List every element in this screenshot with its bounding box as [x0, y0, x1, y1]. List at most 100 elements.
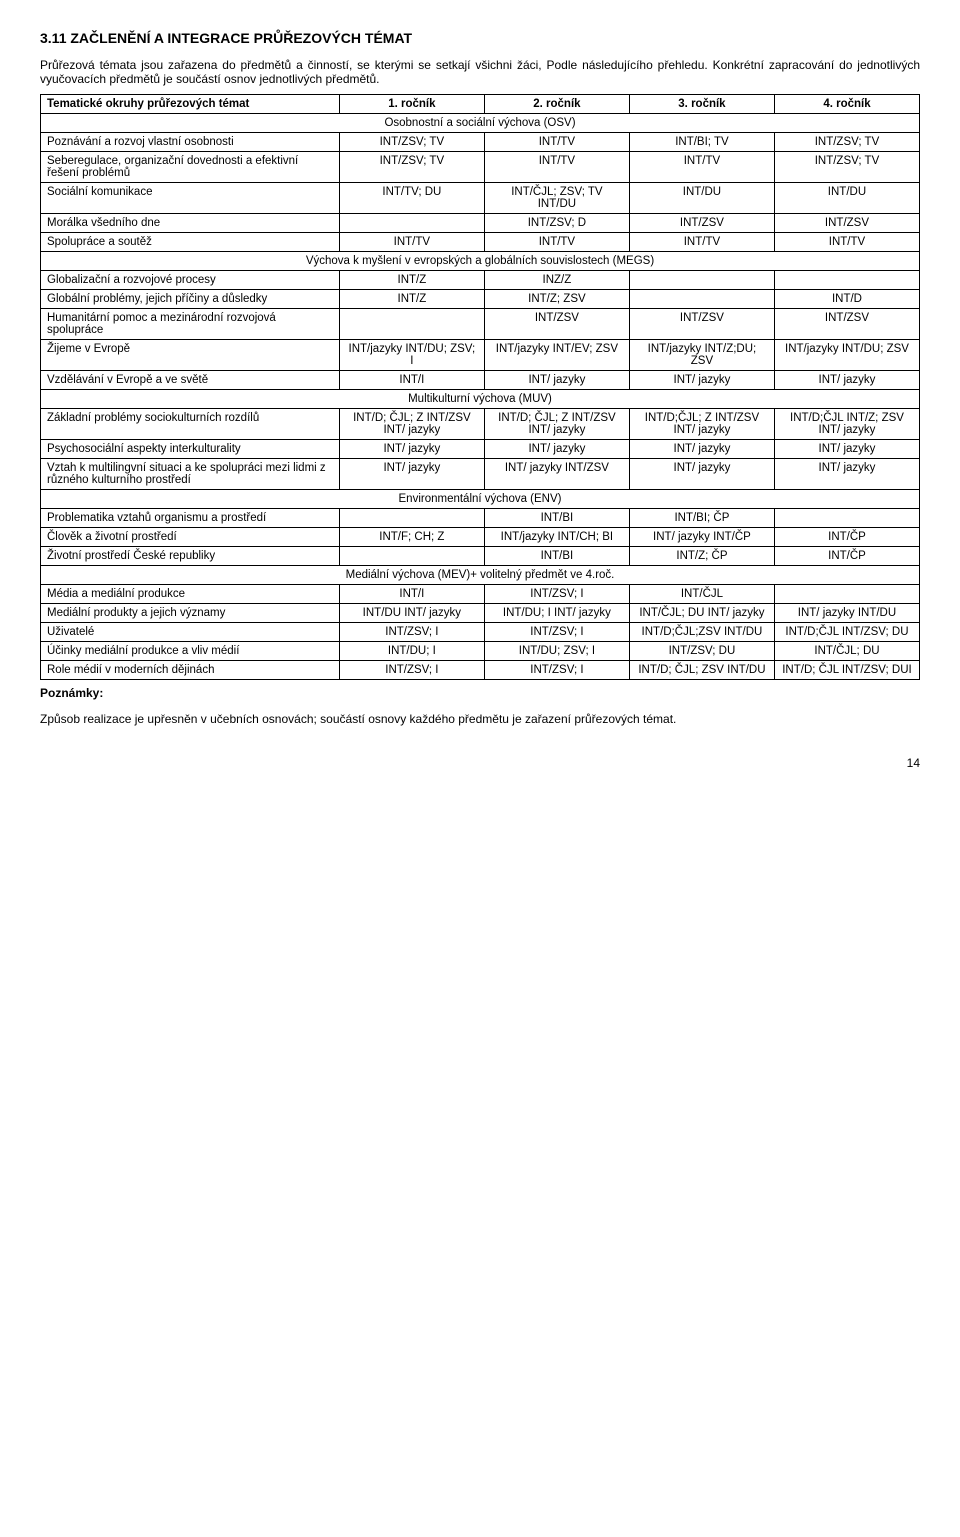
cell: Účinky mediální produkce a vliv médií — [41, 642, 340, 661]
cell: INT/TV — [339, 233, 484, 252]
header-cell: Tematické okruhy průřezových témat — [41, 95, 340, 114]
cell: INT/D; ČJL; ZSV INT/DU — [629, 661, 774, 680]
cell: INT/TV — [484, 133, 629, 152]
cell: Média a mediální produkce — [41, 585, 340, 604]
cell: Žijeme v Evropě — [41, 340, 340, 371]
cell: INT/ZSV; DU — [629, 642, 774, 661]
cell: Globalizační a rozvojové procesy — [41, 271, 340, 290]
cell: INT/ZSV — [629, 309, 774, 340]
cell — [774, 509, 919, 528]
table-row: Sociální komunikace INT/TV; DU INT/ČJL; … — [41, 183, 920, 214]
cell: INT/D;ČJL;ZSV INT/DU — [629, 623, 774, 642]
cell: INT/TV — [484, 152, 629, 183]
table-row: Uživatelé INT/ZSV; I INT/ZSV; I INT/D;ČJ… — [41, 623, 920, 642]
cell: INT/ jazyky — [484, 440, 629, 459]
cell: INT/ jazyky — [774, 459, 919, 490]
cell: INT/ZSV; TV — [774, 152, 919, 183]
cell: INT/ZSV; I — [484, 623, 629, 642]
cell: INT/TV; DU — [339, 183, 484, 214]
cell: Poznávání a rozvoj vlastní osobnosti — [41, 133, 340, 152]
cell: INT/ČP — [774, 547, 919, 566]
cell: INT/ČP — [774, 528, 919, 547]
notes-text: Způsob realizace je upřesněn v učebních … — [40, 712, 920, 726]
section-title: Multikulturní výchova (MUV) — [41, 390, 920, 409]
cell: INT/D;ČJL INT/ZSV; DU — [774, 623, 919, 642]
cell: Psychosociální aspekty interkulturality — [41, 440, 340, 459]
cell: INT/DU — [629, 183, 774, 214]
cell: INT/ jazyky INT/ČP — [629, 528, 774, 547]
cell: INT/ČJL; ZSV; TV INT/DU — [484, 183, 629, 214]
table-row: Globální problémy, jejich příčiny a důsl… — [41, 290, 920, 309]
cell: INT/D; ČJL INT/ZSV; DUI — [774, 661, 919, 680]
cell: INT/ČJL — [629, 585, 774, 604]
table-row: Problematika vztahů organismu a prostřed… — [41, 509, 920, 528]
cell: INT/DU — [774, 183, 919, 214]
cell — [774, 271, 919, 290]
cell — [629, 271, 774, 290]
header-cell: 3. ročník — [629, 95, 774, 114]
cell: INT/ jazyky — [629, 440, 774, 459]
section-row-megs: Výchova k myšlení v evropských a globáln… — [41, 252, 920, 271]
table-row: Seberegulace, organizační dovednosti a e… — [41, 152, 920, 183]
table-row: Humanitární pomoc a mezinárodní rozvojov… — [41, 309, 920, 340]
header-cell: 1. ročník — [339, 95, 484, 114]
cell: Životní prostředí České republiky — [41, 547, 340, 566]
section-title: Osobnostní a sociální výchova (OSV) — [41, 114, 920, 133]
section-title: Výchova k myšlení v evropských a globáln… — [41, 252, 920, 271]
cell — [339, 547, 484, 566]
cell: INT/DU; I INT/ jazyky — [484, 604, 629, 623]
section-row-mev: Mediální výchova (MEV)+ volitelný předmě… — [41, 566, 920, 585]
cell: INT/ jazyky — [629, 459, 774, 490]
cell: INT/Z — [339, 290, 484, 309]
cell: INT/D; ČJL; Z INT/ZSV INT/ jazyky — [339, 409, 484, 440]
section-title: Environmentální výchova (ENV) — [41, 490, 920, 509]
table-row: Vztah k multilingvní situaci a ke spolup… — [41, 459, 920, 490]
cell: INT/TV — [629, 152, 774, 183]
cell: INT/jazyky INT/EV; ZSV — [484, 340, 629, 371]
cell: Člověk a životní prostředí — [41, 528, 340, 547]
cell: INT/ZSV — [484, 309, 629, 340]
cell: INT/ jazyky — [339, 459, 484, 490]
cell: INT/D; ČJL; Z INT/ZSV INT/ jazyky — [484, 409, 629, 440]
cell: INT/ jazyky — [774, 371, 919, 390]
cell — [339, 509, 484, 528]
cell: INT/jazyky INT/DU; ZSV; I — [339, 340, 484, 371]
cell: INT/D;ČJL INT/Z; ZSV INT/ jazyky — [774, 409, 919, 440]
cell: INT/ jazyky — [484, 371, 629, 390]
table-row: Základní problémy sociokulturních rozdíl… — [41, 409, 920, 440]
intro-paragraph: Průřezová témata jsou zařazena do předmě… — [40, 58, 920, 86]
cell: INT/ZSV; I — [339, 661, 484, 680]
cell: INT/Z; ČP — [629, 547, 774, 566]
cell: INT/TV — [484, 233, 629, 252]
cell: INT/DU; ZSV; I — [484, 642, 629, 661]
cell: Mediální produkty a jejich významy — [41, 604, 340, 623]
section-heading: 3.11 ZAČLENĚNÍ A INTEGRACE PRŮŘEZOVÝCH T… — [40, 30, 920, 46]
cell: INT/D;ČJL; Z INT/ZSV INT/ jazyky — [629, 409, 774, 440]
section-row-osv: Osobnostní a sociální výchova (OSV) — [41, 114, 920, 133]
header-cell: 4. ročník — [774, 95, 919, 114]
cell: INZ/Z — [484, 271, 629, 290]
table-row: Vzdělávání v Evropě a ve světě INT/I INT… — [41, 371, 920, 390]
table-row: Člověk a životní prostředí INT/F; CH; Z … — [41, 528, 920, 547]
cell — [339, 214, 484, 233]
cell: Spolupráce a soutěž — [41, 233, 340, 252]
table-row: Morálka všedního dne INT/ZSV; D INT/ZSV … — [41, 214, 920, 233]
cell: INT/ZSV — [774, 214, 919, 233]
section-title: Mediální výchova (MEV)+ volitelný předmě… — [41, 566, 920, 585]
cell: INT/ZSV; I — [484, 661, 629, 680]
cell: INT/ jazyky INT/ZSV — [484, 459, 629, 490]
cell: Sociální komunikace — [41, 183, 340, 214]
cell: INT/F; CH; Z — [339, 528, 484, 547]
cell: Role médií v moderních dějinách — [41, 661, 340, 680]
cell: INT/DU INT/ jazyky — [339, 604, 484, 623]
cell: INT/BI — [484, 547, 629, 566]
cell: Uživatelé — [41, 623, 340, 642]
table-row: Globalizační a rozvojové procesy INT/Z I… — [41, 271, 920, 290]
cell: Morálka všedního dne — [41, 214, 340, 233]
notes-label: Poznámky: — [40, 686, 920, 700]
cell: INT/ jazyky — [629, 371, 774, 390]
table-row: Žijeme v Evropě INT/jazyky INT/DU; ZSV; … — [41, 340, 920, 371]
cell: INT/BI; TV — [629, 133, 774, 152]
cell: INT/Z; ZSV — [484, 290, 629, 309]
cell: INT/ZSV — [629, 214, 774, 233]
